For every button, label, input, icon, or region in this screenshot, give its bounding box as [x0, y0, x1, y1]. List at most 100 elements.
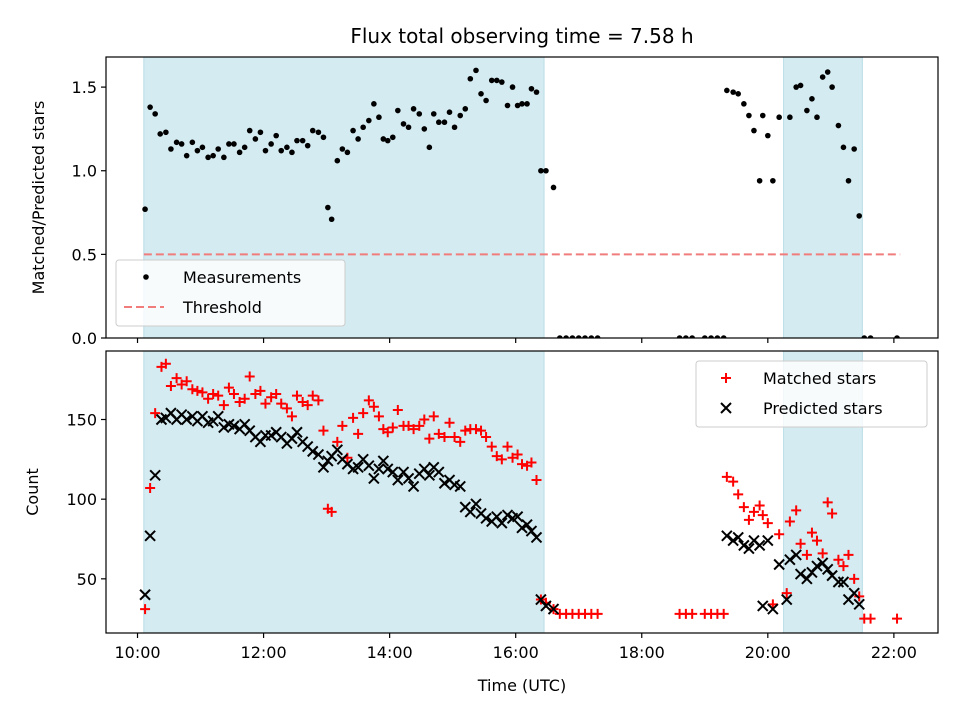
data-point-1-43: [363, 460, 375, 472]
y-tick-label: 150: [66, 411, 97, 430]
data-point-0-95: [730, 89, 736, 95]
data-point-0-17: [228, 389, 239, 400]
data-point-1-44: [368, 472, 380, 485]
data-point-0-19: [239, 393, 250, 404]
data-point-0-22: [255, 385, 266, 396]
data-point-0-75: [528, 85, 535, 92]
legend-swatch-0: [721, 373, 731, 383]
data-point-1-79: [547, 603, 560, 615]
data-point-0-20: [246, 127, 253, 134]
data-point-0-24: [266, 392, 277, 403]
data-point-0-112: [817, 548, 828, 559]
data-point-0-25: [271, 389, 282, 400]
data-point-0-118: [849, 573, 860, 584]
data-point-0-16: [226, 141, 232, 147]
data-point-0-56: [430, 111, 437, 117]
data-point-1-97: [811, 560, 823, 572]
data-point-0-96: [733, 489, 744, 500]
data-point-1-49: [392, 474, 404, 486]
data-point-0-65: [478, 90, 484, 97]
data-point-0-69: [496, 454, 507, 465]
y-tick-label: 1.5: [72, 78, 97, 97]
data-point-0-62: [462, 106, 469, 112]
data-point-0-32: [307, 390, 318, 401]
y-axis-label: Count: [23, 468, 42, 516]
data-point-0-121: [894, 335, 900, 338]
data-point-0-115: [840, 144, 847, 151]
data-point-0-82: [569, 335, 576, 338]
data-point-0-116: [838, 561, 849, 572]
data-point-0-48: [389, 134, 396, 141]
legend-box: [695, 360, 928, 428]
data-point-0-108: [804, 107, 810, 114]
data-point-0-18: [236, 149, 243, 156]
data-point-1-70: [501, 509, 514, 521]
data-point-0-117: [851, 146, 857, 152]
data-point-0-29: [294, 137, 300, 144]
data-point-0-118: [856, 213, 863, 219]
data-point-0-57: [436, 119, 442, 126]
data-point-1-46: [377, 455, 390, 467]
data-point-0-4: [163, 129, 169, 136]
data-point-1-102: [837, 576, 850, 588]
data-point-1-69: [496, 517, 508, 529]
data-point-1-57: [433, 466, 445, 478]
data-point-0-98: [743, 514, 754, 525]
data-point-1-99: [821, 563, 834, 575]
legend-label: Measurements: [183, 268, 301, 287]
data-point-1-94: [794, 568, 807, 580]
data-point-0-73: [517, 459, 527, 470]
data-point-0-47: [384, 137, 391, 144]
data-point-1-15: [218, 421, 230, 434]
data-point-0-79: [550, 184, 557, 191]
data-point-0-72: [512, 449, 523, 460]
y-axis-label: Matched/Predicted stars: [29, 101, 48, 295]
data-point-0-56: [428, 411, 439, 422]
data-point-0-114: [835, 122, 842, 129]
data-point-0-110: [814, 114, 820, 121]
data-point-0-52: [408, 424, 419, 435]
data-point-0-46: [380, 136, 387, 142]
data-point-0-36: [326, 506, 337, 517]
data-point-0-60: [449, 432, 460, 443]
data-point-0-30: [299, 137, 306, 144]
data-point-0-86: [592, 608, 603, 619]
data-point-1-83: [738, 539, 750, 552]
data-point-0-102: [765, 132, 771, 139]
data-point-0-33: [315, 129, 322, 136]
data-point-0-43: [363, 395, 374, 406]
data-point-0-101: [759, 112, 766, 119]
data-point-1-89: [767, 603, 779, 615]
data-point-0-59: [444, 417, 455, 428]
data-point-0-113: [822, 497, 833, 508]
data-point-1-2: [149, 469, 161, 481]
data-point-0-15: [218, 400, 229, 411]
data-point-0-66: [481, 432, 492, 443]
data-point-0-75: [526, 457, 537, 468]
data-point-0-20: [244, 371, 255, 382]
data-point-0-0: [140, 604, 151, 615]
count-panel: 50 100 150 10:00 12:00 14:00 16:00 18:00 20:00 22…: [23, 350, 939, 662]
data-point-1-72: [511, 510, 524, 523]
data-point-0-121: [865, 613, 876, 624]
data-point-0-42: [358, 408, 369, 419]
data-point-0-28: [289, 149, 295, 156]
data-point-0-74: [524, 101, 530, 107]
data-point-0-5: [165, 381, 176, 392]
data-point-1-58: [438, 477, 451, 489]
data-point-0-1: [147, 104, 153, 110]
x-tick-label: 16:00: [493, 643, 539, 662]
data-point-0-16: [223, 382, 234, 393]
data-point-0-39: [344, 149, 351, 156]
data-point-0-37: [334, 157, 341, 164]
data-point-0-76: [533, 89, 540, 95]
data-point-0-85: [588, 335, 595, 338]
data-point-0-5: [168, 146, 174, 152]
data-point-1-73: [516, 522, 528, 534]
data-point-0-8: [183, 152, 190, 159]
data-point-0-107: [797, 82, 804, 89]
data-point-0-6: [173, 139, 180, 146]
data-point-0-67: [486, 441, 497, 452]
data-point-0-23: [262, 147, 269, 154]
